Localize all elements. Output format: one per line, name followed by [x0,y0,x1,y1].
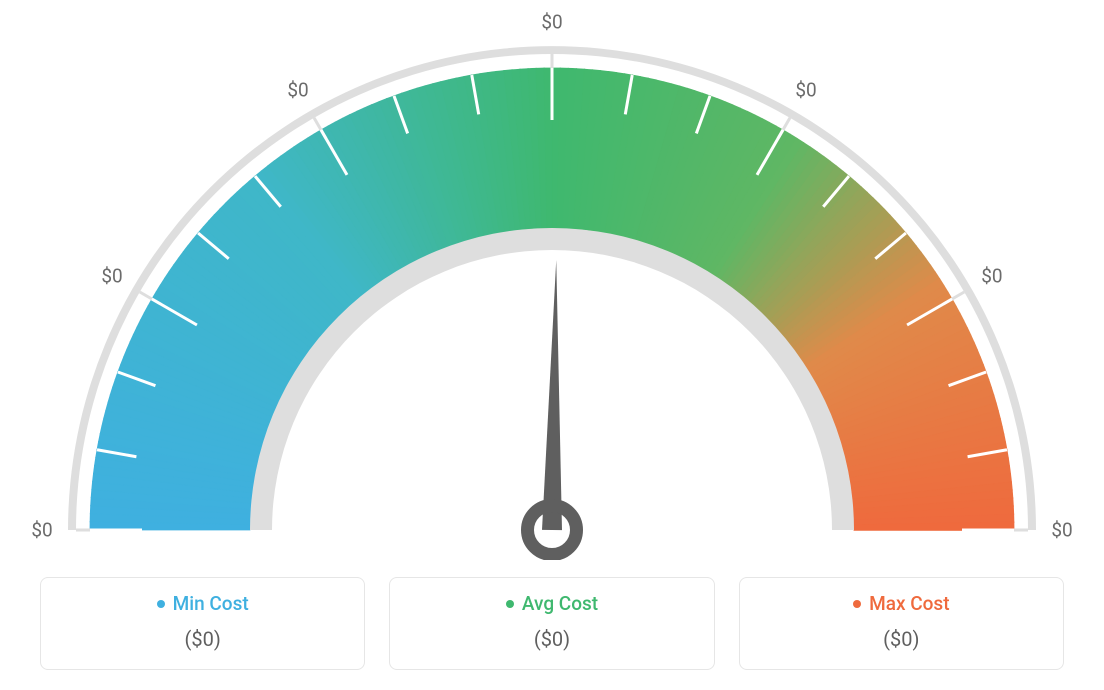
gauge-tick-label: $0 [31,519,52,542]
legend-title-max: Max Cost [853,592,949,615]
legend-row: Min Cost ($0) Avg Cost ($0) Max Cost ($0… [40,577,1064,670]
legend-label-max: Max Cost [869,592,949,615]
gauge-tick-label: $0 [541,11,562,34]
legend-label-avg: Avg Cost [522,592,598,615]
legend-card-avg: Avg Cost ($0) [389,577,714,670]
gauge-tick-label: $0 [795,79,816,102]
legend-title-min: Min Cost [157,592,249,615]
gauge-tick-label: $0 [101,265,122,288]
gauge-area: $0 $0 $0 $0 $0 $0 $0 [0,0,1104,560]
legend-value-max: ($0) [752,627,1051,651]
legend-card-max: Max Cost ($0) [739,577,1064,670]
gauge-tick-label: $0 [1051,519,1072,542]
legend-dot-avg [506,600,514,608]
gauge-tick-label: $0 [981,265,1002,288]
cost-gauge-widget: $0 $0 $0 $0 $0 $0 $0 Min Cost ($0) Avg Cost ($… [0,0,1104,690]
legend-value-min: ($0) [53,627,352,651]
gauge-tick-label: $0 [287,79,308,102]
legend-title-avg: Avg Cost [506,592,598,615]
legend-label-min: Min Cost [173,592,249,615]
legend-card-min: Min Cost ($0) [40,577,365,670]
legend-dot-max [853,600,861,608]
legend-value-avg: ($0) [402,627,701,651]
legend-dot-min [157,600,165,608]
gauge-chart [0,0,1104,560]
